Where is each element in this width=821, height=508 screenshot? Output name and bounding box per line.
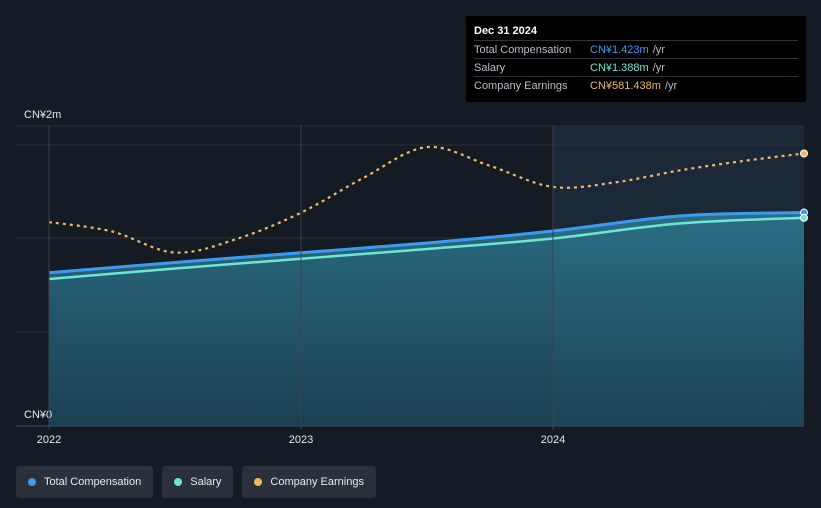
legend-item-salary[interactable]: Salary [162,466,234,498]
tooltip-unit: /yr [652,61,665,74]
legend-dot-icon [254,478,263,486]
legend-dot-icon [28,478,36,486]
legend-dot-icon [174,478,183,486]
tooltip-unit: /yr [652,43,665,56]
legend-label: Salary [190,476,222,488]
salary-area [49,212,804,426]
tooltip-value: CN¥1.388m [590,61,649,74]
tooltip-unit: /yr [664,79,678,92]
series-line-salary [48,216,805,281]
x-tick-label: 2022 [37,434,61,446]
tooltip-label: Company Earnings [474,79,568,92]
legend-label: Total Compensation [44,476,142,488]
legend-item-total-compensation[interactable]: Total Compensation [16,466,154,498]
tooltip-label: Total Compensation [474,43,572,56]
tooltip-row-total-compensation: Total Compensation CN¥1.423m /yr [474,40,798,58]
y-tick-label-zero: CN¥0 [24,409,52,421]
x-tick-label: 2023 [289,434,313,446]
end-dot-company-earnings [800,149,808,158]
x-tick-label: 2024 [541,434,565,446]
series-line-company-earnings [48,145,805,254]
tooltip: Dec 31 2024 Total Compensation CN¥1.423m… [466,16,806,102]
tooltip-label: Salary [474,61,506,74]
series-line-total-compensation [48,211,805,275]
tooltip-value: CN¥581.438m [590,79,661,92]
tooltip-date: Dec 31 2024 [474,25,537,37]
legend: Total Compensation Salary Company Earnin… [16,466,376,498]
legend-label: Company Earnings [270,476,364,488]
tooltip-value: CN¥1.423m [590,43,649,56]
tooltip-row-company-earnings: Company Earnings CN¥581.438m /yr [474,76,798,94]
tooltip-row-salary: Salary CN¥1.388m /yr [474,58,798,76]
legend-item-company-earnings[interactable]: Company Earnings [242,466,376,498]
y-tick-label-max: CN¥2m [24,109,61,121]
end-dot-salary [800,213,808,222]
